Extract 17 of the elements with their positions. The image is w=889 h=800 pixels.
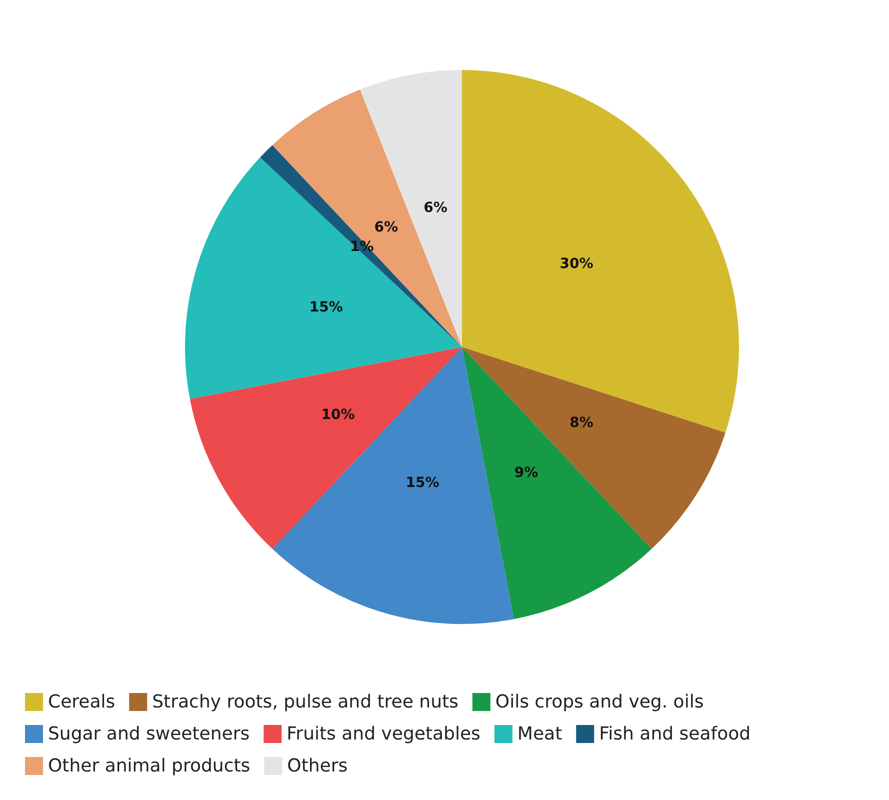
data-label: 6%: [374, 220, 398, 236]
legend-label: Fish and seafood: [599, 724, 751, 744]
data-label: 8%: [570, 414, 594, 431]
legend-label: Oils crops and veg. oils: [495, 692, 704, 712]
legend-label: Meat: [517, 724, 562, 744]
data-label: 6%: [424, 200, 448, 216]
legend-label: Others: [287, 756, 348, 776]
legend-label: Other animal products: [48, 756, 250, 776]
data-label: 30%: [560, 256, 594, 272]
legend-label: Fruits and vegetables: [286, 724, 480, 744]
data-label: 15%: [406, 474, 440, 491]
legend-label: Strachy roots, pulse and tree nuts: [152, 692, 458, 712]
legend-label: Cereals: [48, 692, 116, 712]
legend-label: Sugar and sweeteners: [48, 724, 250, 744]
data-label: 15%: [309, 300, 343, 316]
data-label: 9%: [514, 465, 538, 482]
data-label: 10%: [321, 407, 355, 424]
